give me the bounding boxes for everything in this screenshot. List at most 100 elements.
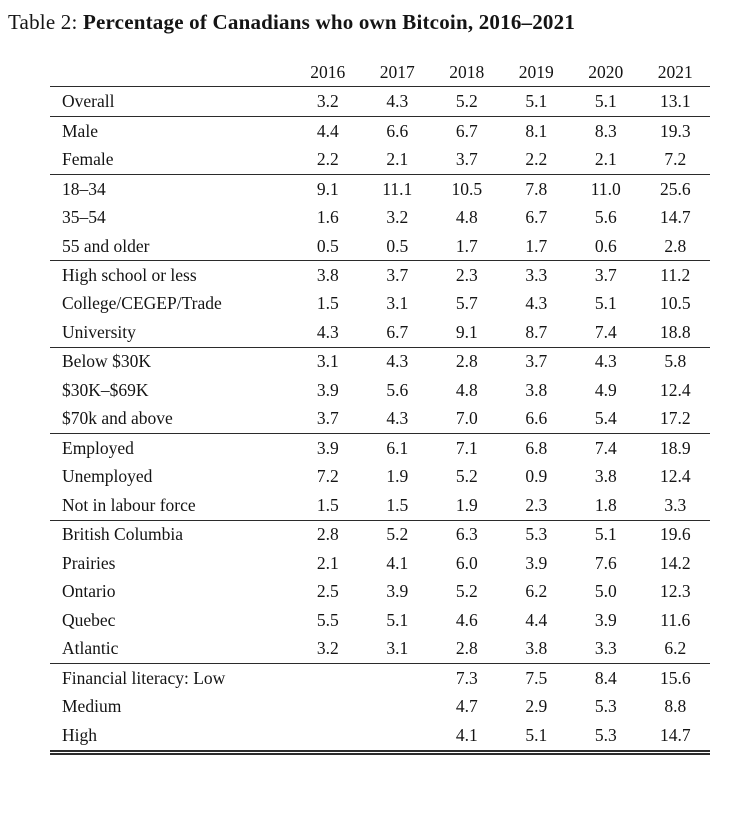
value-cell-2018: 6.0 <box>455 552 478 573</box>
value-cell-2021: 25.6 <box>659 178 691 199</box>
value-cell-2020: 3.7 <box>594 264 617 285</box>
value-cell-2020: 7.4 <box>571 318 641 348</box>
table-row-income-0: Below $30K 3.1 4.3 2.8 3.7 4.3 5.8 <box>50 347 710 376</box>
value-cell-2016: 2.8 <box>316 524 339 545</box>
value-cell-2017: 3.7 <box>386 264 409 285</box>
value-cell-2018: 1.9 <box>432 491 502 521</box>
value-cell-2019: 5.3 <box>525 524 548 545</box>
value-cell-2020: 5.0 <box>594 581 617 602</box>
value-cell-2021: 18.8 <box>640 318 710 348</box>
table-row-region-2: Ontario 2.5 3.9 5.2 6.2 5.0 12.3 <box>50 578 710 606</box>
value-cell-2019: 2.3 <box>501 491 571 521</box>
value-cell-2019: 8.1 <box>525 120 548 141</box>
row-label: Financial literacy: Low <box>62 667 226 688</box>
value-cell-2016: 2.5 <box>316 581 339 602</box>
row-label: British Columbia <box>62 524 184 545</box>
value-cell-2016: 3.7 <box>293 404 363 435</box>
value-cell-2016: 3.2 <box>293 86 363 117</box>
value-cell-2016: 3.8 <box>316 264 339 285</box>
year-column-header: 2020 <box>571 58 641 88</box>
value-cell-2020: 3.3 <box>571 634 641 665</box>
value-cell-2018: 5.2 <box>455 466 478 487</box>
table-row-gender-0: Male 4.4 6.6 6.7 8.1 8.3 19.3 <box>50 116 710 145</box>
value-cell-2021: 12.4 <box>659 379 691 400</box>
value-cell-2019: 6.6 <box>501 404 571 435</box>
year-column-header: 2017 <box>362 58 432 88</box>
value-cell-2021: 14.7 <box>640 721 710 755</box>
value-cell-2019: 8.7 <box>501 318 571 348</box>
table-row-age-2: 55 and older 0.5 0.5 1.7 1.7 0.6 2.8 <box>50 231 710 262</box>
value-cell-2020: 2.1 <box>571 145 641 175</box>
value-cell-2016: 4.4 <box>316 120 339 141</box>
value-cell-2021: 19.3 <box>659 120 691 141</box>
row-label: Male <box>62 120 98 141</box>
value-cell-2021: 14.2 <box>659 552 691 573</box>
value-cell-2017: 3.1 <box>362 634 432 665</box>
value-cell-2021: 12.3 <box>659 581 691 602</box>
value-cell-2020: 5.4 <box>571 404 641 435</box>
table-row-employment-2: Not in labour force 1.5 1.5 1.9 2.3 1.8 3.3 <box>50 491 710 521</box>
value-cell-2021: 3.3 <box>640 491 710 521</box>
value-cell-2018: 4.8 <box>455 379 478 400</box>
value-cell-2019: 6.7 <box>525 207 548 228</box>
value-cell-2018: 9.1 <box>432 318 502 348</box>
value-cell-2021: 19.6 <box>659 524 691 545</box>
table-caption-number: Table 2: <box>8 10 83 34</box>
table-caption: Table 2: Percentage of Canadians who own… <box>0 0 739 35</box>
value-cell-2020: 1.8 <box>571 491 641 521</box>
value-cell-2017: 3.1 <box>386 293 409 314</box>
value-cell-2017: 6.7 <box>362 318 432 348</box>
value-cell-2016 <box>293 721 363 755</box>
value-cell-2017: 5.6 <box>386 379 409 400</box>
row-label: Not in labour force <box>50 491 293 521</box>
value-cell-2017: 6.1 <box>386 437 409 458</box>
value-cell-2020: 8.4 <box>594 667 617 688</box>
row-label: University <box>50 318 293 348</box>
value-cell-2019: 3.7 <box>525 351 548 372</box>
table-row-education-2: University 4.3 6.7 9.1 8.7 7.4 18.8 <box>50 318 710 348</box>
value-cell-2017: 11.1 <box>382 178 413 199</box>
table-row-region-0: British Columbia 2.8 5.2 6.3 5.3 5.1 19.6 <box>50 520 710 549</box>
value-cell-2017: 2.1 <box>362 145 432 175</box>
value-cell-2020: 5.1 <box>594 524 617 545</box>
value-cell-2017 <box>363 664 433 693</box>
row-label: Quebec <box>62 609 116 630</box>
value-cell-2021: 2.8 <box>640 231 710 262</box>
value-cell-2020: 5.1 <box>571 86 641 117</box>
value-cell-2018: 5.2 <box>432 86 502 117</box>
value-cell-2020: 4.3 <box>594 351 617 372</box>
value-cell-2016: 2.1 <box>316 552 339 573</box>
value-cell-2016: 3.1 <box>316 351 339 372</box>
value-cell-2019: 2.9 <box>525 696 548 717</box>
table-header: 2016 2017 2018 2019 2020 2021 <box>50 58 710 88</box>
value-cell-2018: 2.8 <box>432 634 502 665</box>
table-row-financial-literacy-1: Medium 4.7 2.9 5.3 8.8 <box>50 693 710 721</box>
row-label: Ontario <box>62 581 116 602</box>
table-row-financial-literacy-0: Financial literacy: Low 7.3 7.5 8.4 15.6 <box>50 664 710 693</box>
table-row-age-1: 35–54 1.6 3.2 4.8 6.7 5.6 14.7 <box>50 203 710 231</box>
value-cell-2019: 3.8 <box>501 634 571 665</box>
row-label: $30K–$69K <box>62 379 149 400</box>
value-cell-2018: 7.3 <box>455 667 478 688</box>
value-cell-2021: 18.9 <box>659 437 691 458</box>
value-cell-2019: 1.7 <box>501 231 571 262</box>
value-cell-2016: 1.6 <box>316 207 339 228</box>
value-cell-2018: 2.8 <box>455 351 478 372</box>
value-cell-2019: 2.2 <box>501 145 571 175</box>
value-cell-2019: 4.4 <box>525 609 548 630</box>
value-cell-2019: 5.1 <box>501 86 571 117</box>
row-label: High <box>50 721 293 755</box>
value-cell-2021: 11.2 <box>660 264 691 285</box>
value-cell-2020: 8.3 <box>594 120 617 141</box>
table-row-education-0: High school or less 3.8 3.7 2.3 3.3 3.7 11.2 <box>50 261 710 290</box>
bitcoin-ownership-table: 2016 2017 2018 2019 2020 2021 Overall 3.2 4.3 5.… <box>50 58 710 755</box>
value-cell-2019: 7.5 <box>525 667 548 688</box>
value-cell-2020: 7.6 <box>594 552 617 573</box>
row-label: Medium <box>62 696 122 717</box>
value-cell-2017: 4.3 <box>386 351 409 372</box>
table-row-income-1: $30K–$69K 3.9 5.6 4.8 3.8 4.9 12.4 <box>50 376 710 404</box>
row-label: $70k and above <box>50 404 293 435</box>
value-cell-2017: 4.1 <box>386 552 409 573</box>
value-cell-2016: 5.5 <box>316 609 339 630</box>
